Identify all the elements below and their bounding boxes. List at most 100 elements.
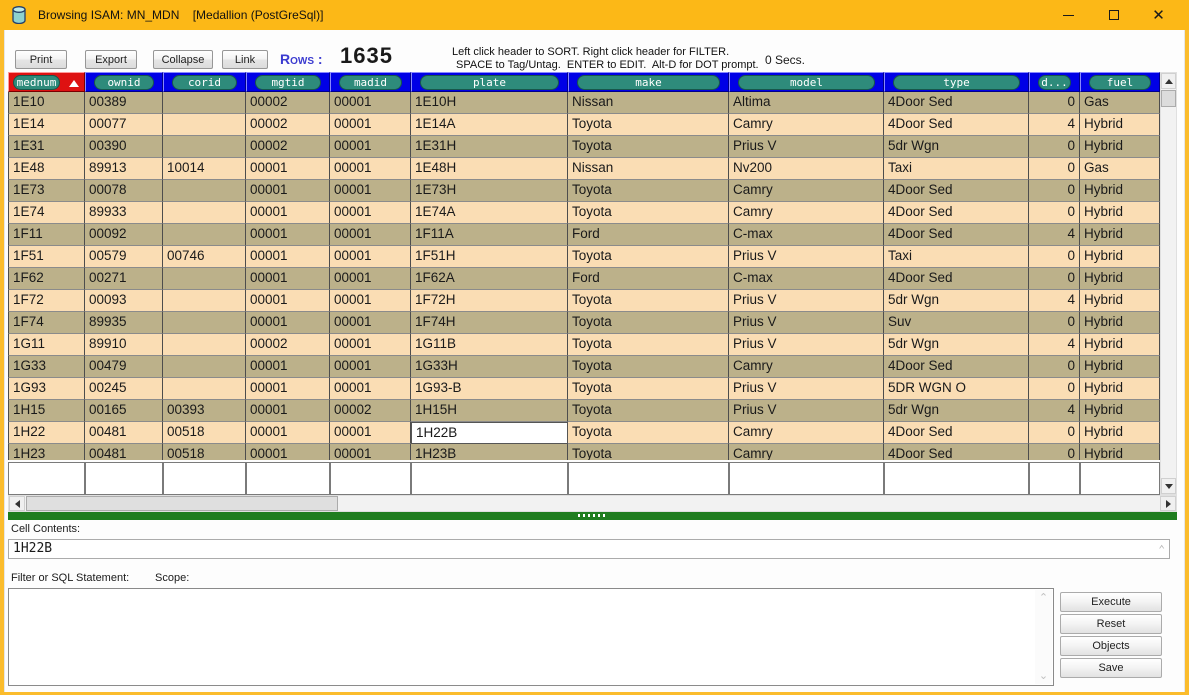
cell[interactable]: Gas	[1080, 92, 1160, 114]
empty-cell[interactable]	[163, 462, 246, 495]
cell[interactable]: 4Door Sed	[884, 422, 1029, 444]
cell[interactable]: 00245	[85, 378, 163, 400]
column-header-d[interactable]: d...	[1029, 72, 1080, 92]
maximize-button[interactable]	[1091, 0, 1136, 30]
cell[interactable]: 0	[1029, 246, 1080, 268]
cell[interactable]: 1F51	[8, 246, 85, 268]
cell[interactable]: Gas	[1080, 158, 1160, 180]
cell[interactable]: 00001	[246, 180, 330, 202]
cell[interactable]: 0	[1029, 268, 1080, 290]
column-header-type[interactable]: type	[884, 72, 1029, 92]
cell[interactable]: 1F62A	[411, 268, 568, 290]
empty-cell[interactable]	[85, 462, 163, 495]
cell[interactable]: Prius V	[729, 400, 884, 422]
cell[interactable]: Taxi	[884, 246, 1029, 268]
cell[interactable]: Prius V	[729, 246, 884, 268]
cell[interactable]: 00001	[330, 444, 411, 460]
column-header-plate[interactable]: plate	[411, 72, 568, 92]
cell[interactable]: Hybrid	[1080, 334, 1160, 356]
scroll-up-button[interactable]	[1161, 73, 1176, 89]
cell[interactable]: Hybrid	[1080, 400, 1160, 422]
cell[interactable]: Toyota	[568, 114, 729, 136]
empty-cell[interactable]	[884, 462, 1029, 495]
cell[interactable]: 5dr Wgn	[884, 400, 1029, 422]
cell[interactable]	[163, 92, 246, 114]
cell[interactable]: Nv200	[729, 158, 884, 180]
cell[interactable]	[163, 312, 246, 334]
column-header-make[interactable]: make	[568, 72, 729, 92]
cell[interactable]: 5DR WGN O	[884, 378, 1029, 400]
cell[interactable]: 00001	[330, 246, 411, 268]
cell[interactable]: 00093	[85, 290, 163, 312]
cell[interactable]: Hybrid	[1080, 202, 1160, 224]
cell[interactable]: 0	[1029, 158, 1080, 180]
cell[interactable]: 1H23B	[411, 444, 568, 460]
cell[interactable]: Toyota	[568, 378, 729, 400]
link-button[interactable]: Link	[222, 50, 268, 69]
close-button[interactable]: ✕	[1136, 0, 1181, 30]
cell[interactable]	[163, 290, 246, 312]
cell[interactable]: 00001	[330, 268, 411, 290]
cell[interactable]: C-max	[729, 268, 884, 290]
chevron-down-icon[interactable]: ⌄	[1038, 670, 1049, 682]
scroll-left-button[interactable]	[9, 496, 25, 511]
empty-cell[interactable]	[1080, 462, 1160, 495]
cell[interactable]: 00001	[246, 312, 330, 334]
cell[interactable]: 00579	[85, 246, 163, 268]
cell[interactable]: 00001	[330, 136, 411, 158]
cell[interactable]	[163, 356, 246, 378]
cell[interactable]: 00481	[85, 444, 163, 460]
cell[interactable]: 1E48	[8, 158, 85, 180]
cell[interactable]: Camry	[729, 114, 884, 136]
cell[interactable]: 00393	[163, 400, 246, 422]
empty-cell[interactable]	[568, 462, 729, 495]
cell[interactable]: 4Door Sed	[884, 224, 1029, 246]
cell[interactable]: 4	[1029, 290, 1080, 312]
cell[interactable]: 1F72	[8, 290, 85, 312]
column-header-model[interactable]: model	[729, 72, 884, 92]
cell[interactable]: 00165	[85, 400, 163, 422]
cell[interactable]: 0	[1029, 202, 1080, 224]
empty-cell[interactable]	[411, 462, 568, 495]
cell[interactable]: 00002	[330, 400, 411, 422]
cell[interactable]: 00001	[246, 356, 330, 378]
cell[interactable]: 0	[1029, 444, 1080, 460]
cell[interactable]: 1H15	[8, 400, 85, 422]
export-button[interactable]: Export	[85, 50, 137, 69]
cell[interactable]: 00746	[163, 246, 246, 268]
cell[interactable]: 00389	[85, 92, 163, 114]
empty-cell[interactable]	[1029, 462, 1080, 495]
cell[interactable]: 00001	[330, 158, 411, 180]
cell[interactable]: Nissan	[568, 158, 729, 180]
cell[interactable]: Toyota	[568, 136, 729, 158]
cell[interactable]: 1E73H	[411, 180, 568, 202]
cell[interactable]: 4	[1029, 114, 1080, 136]
cell[interactable]: 4Door Sed	[884, 444, 1029, 460]
column-header-ownid[interactable]: ownid	[85, 72, 163, 92]
cell[interactable]: 00001	[330, 202, 411, 224]
cell[interactable]: Prius V	[729, 378, 884, 400]
cell[interactable]: 00518	[163, 444, 246, 460]
cell[interactable]: 4Door Sed	[884, 202, 1029, 224]
empty-cell[interactable]	[8, 462, 85, 495]
cell[interactable]: 4	[1029, 400, 1080, 422]
cell[interactable]: 5dr Wgn	[884, 290, 1029, 312]
cell[interactable]: 1G11	[8, 334, 85, 356]
cell[interactable]: 1E10H	[411, 92, 568, 114]
cell[interactable]: Prius V	[729, 312, 884, 334]
cell[interactable]: Hybrid	[1080, 246, 1160, 268]
cell[interactable]: Toyota	[568, 290, 729, 312]
cell[interactable]: 00001	[246, 224, 330, 246]
cell[interactable]: 1E31H	[411, 136, 568, 158]
empty-cell[interactable]	[729, 462, 884, 495]
cell[interactable]	[163, 378, 246, 400]
horizontal-scrollbar[interactable]	[8, 495, 1177, 512]
cell[interactable]: 00001	[246, 158, 330, 180]
cell[interactable]: 00390	[85, 136, 163, 158]
cell[interactable]: 4	[1029, 334, 1080, 356]
cell[interactable]: 00518	[163, 422, 246, 444]
cell[interactable]: 0	[1029, 180, 1080, 202]
empty-cell[interactable]	[330, 462, 411, 495]
cell[interactable]: Prius V	[729, 334, 884, 356]
cell[interactable]: 1H15H	[411, 400, 568, 422]
